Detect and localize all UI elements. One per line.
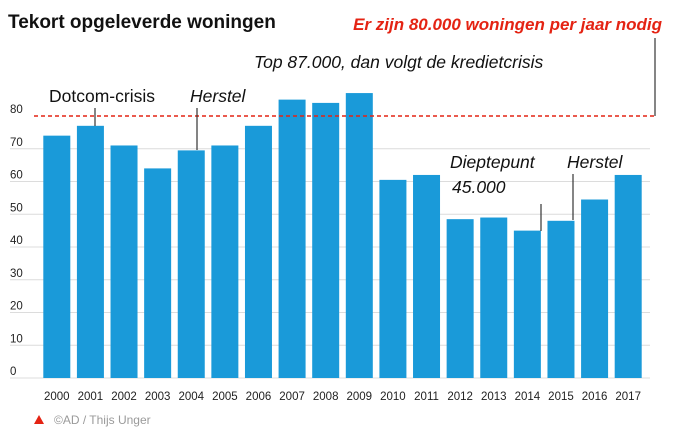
x-tick-label-2010: 2010: [380, 391, 406, 403]
bars: [43, 93, 642, 379]
x-tick-label-2017: 2017: [615, 391, 641, 403]
y-tick-label-10: 10: [10, 333, 23, 345]
bar-2010: [379, 179, 407, 378]
annotation-dotcom: Dotcom-crisis: [49, 86, 155, 106]
target-line-group: [34, 38, 656, 117]
y-tick-label-30: 30: [10, 268, 23, 280]
y-tick-label-60: 60: [10, 170, 23, 182]
x-tick-label-2014: 2014: [515, 391, 541, 403]
y-axis-ticks: 0 10 20 30 40 50 60 70 80: [10, 104, 23, 378]
x-axis-ticks: 2000 2001 2002 2003 2004 2005 2006 2007 2008 2009…: [44, 391, 641, 403]
bar-2012: [446, 219, 474, 378]
x-tick-label-2003: 2003: [145, 391, 171, 403]
annotation-top: Top 87.000, dan volgt de kredietcrisis: [254, 52, 544, 72]
y-tick-label-50: 50: [10, 202, 23, 214]
credit-text: ©AD / Thijs Unger: [54, 413, 151, 427]
x-tick-label-2011: 2011: [414, 391, 439, 403]
bar-2015: [547, 220, 575, 378]
x-tick-label-2007: 2007: [279, 391, 305, 403]
x-tick-label-2012: 2012: [447, 391, 473, 403]
x-tick-label-2015: 2015: [548, 391, 574, 403]
x-tick-label-2005: 2005: [212, 391, 238, 403]
red-triangle-icon: [34, 415, 44, 424]
x-tick-label-2001: 2001: [78, 391, 104, 403]
x-tick-label-2009: 2009: [347, 391, 373, 403]
annotation-dieptepunt: Dieptepunt: [450, 152, 536, 172]
bar-2011: [413, 174, 441, 378]
bar-2000: [43, 135, 71, 378]
bar-2013: [480, 217, 508, 378]
x-tick-label-2002: 2002: [111, 391, 137, 403]
bar-2017: [614, 174, 642, 378]
target-line-label: Er zijn 80.000 woningen per jaar nodig: [353, 15, 663, 34]
bar-2008: [312, 102, 340, 379]
x-tick-label-2000: 2000: [44, 391, 70, 403]
bar-2003: [144, 168, 172, 378]
y-tick-label-40: 40: [10, 235, 23, 247]
bar-2005: [211, 145, 239, 378]
y-tick-label-70: 70: [10, 137, 23, 149]
x-tick-label-2004: 2004: [178, 391, 204, 403]
y-tick-label-0: 0: [10, 366, 16, 378]
bar-2007: [278, 99, 306, 378]
annotation-dieptepunt-value: 45.000: [452, 177, 506, 197]
y-tick-label-20: 20: [10, 301, 23, 313]
chart-title: Tekort opgeleverde woningen: [8, 12, 276, 33]
x-tick-label-2013: 2013: [481, 391, 507, 403]
bar-2004: [177, 150, 205, 378]
bar-2006: [244, 125, 272, 378]
annotation-herstel-2004: Herstel: [190, 86, 247, 106]
x-tick-label-2008: 2008: [313, 391, 339, 403]
bar-2014: [513, 230, 541, 378]
annotation-herstel-2015: Herstel: [567, 152, 624, 172]
x-tick-label-2016: 2016: [582, 391, 608, 403]
bar-2016: [581, 199, 609, 378]
bar-2001: [76, 125, 104, 378]
y-tick-label-80: 80: [10, 104, 23, 116]
bar-2009: [345, 93, 373, 378]
x-tick-label-2006: 2006: [246, 391, 272, 403]
bar-2002: [110, 145, 138, 378]
